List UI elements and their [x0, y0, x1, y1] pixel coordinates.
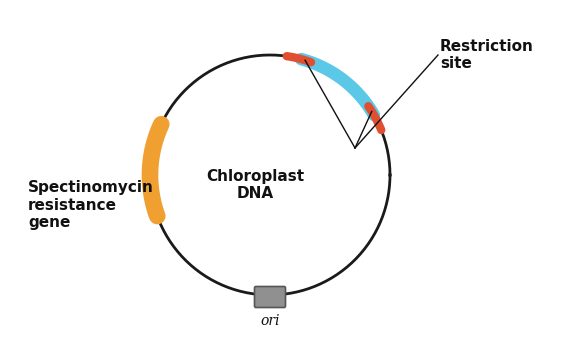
Text: ori: ori — [260, 314, 280, 328]
Text: Spectinomycin
resistance
gene: Spectinomycin resistance gene — [28, 180, 154, 230]
Text: Restriction
site: Restriction site — [440, 39, 534, 71]
Text: Chloroplast
DNA: Chloroplast DNA — [206, 169, 304, 201]
FancyBboxPatch shape — [255, 287, 286, 307]
